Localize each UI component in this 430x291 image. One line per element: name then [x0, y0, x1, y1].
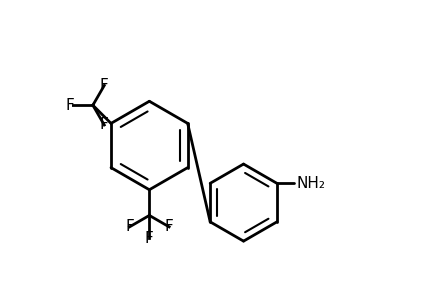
Text: F: F — [100, 118, 109, 132]
Text: F: F — [145, 231, 154, 246]
Text: F: F — [165, 219, 173, 234]
Text: F: F — [100, 78, 109, 93]
Text: F: F — [125, 219, 134, 234]
Text: F: F — [66, 98, 74, 113]
Text: NH₂: NH₂ — [296, 176, 326, 191]
